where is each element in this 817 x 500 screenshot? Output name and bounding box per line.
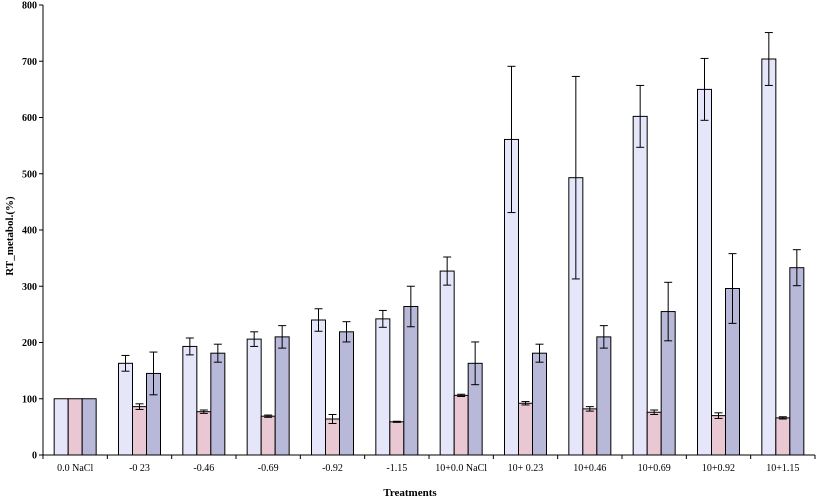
bar bbox=[439, 270, 455, 456]
bar bbox=[325, 418, 340, 456]
bar bbox=[453, 394, 469, 456]
x-tick-label: 10+0.0 NaCl bbox=[435, 463, 487, 474]
bar bbox=[761, 58, 777, 456]
bar bbox=[789, 267, 805, 456]
x-tick-label: -0 23 bbox=[129, 463, 150, 474]
bar bbox=[775, 417, 791, 456]
y-axis-ticks: 0 100 200 300 400 500 600 700 800 bbox=[22, 1, 43, 462]
bar bbox=[632, 115, 648, 456]
x-tick-label: -0.69 bbox=[258, 463, 279, 474]
bar bbox=[697, 88, 712, 456]
bar bbox=[711, 415, 726, 456]
bar bbox=[132, 406, 147, 456]
bar bbox=[339, 331, 354, 456]
bar bbox=[260, 415, 276, 456]
y-axis-label: RT_metabol.(%) bbox=[4, 196, 16, 276]
bar bbox=[81, 398, 97, 456]
y-tick-label: 200 bbox=[22, 338, 37, 349]
bar bbox=[118, 362, 133, 456]
bar bbox=[389, 421, 405, 456]
bar bbox=[67, 398, 83, 456]
x-axis-ticks: 0.0 NaCl -0 23 -0.46 -0.69 -0.92 -1.15 10+0.0 … bbox=[42, 455, 816, 474]
y-tick-label: 600 bbox=[22, 113, 37, 124]
x-tick-label: 10+0.46 bbox=[573, 463, 606, 474]
bar bbox=[311, 319, 326, 456]
x-tick-label: 0.0 NaCl bbox=[57, 463, 93, 474]
error-bars-layer bbox=[121, 32, 801, 424]
bar bbox=[196, 411, 212, 456]
y-tick-label: 300 bbox=[22, 282, 37, 293]
x-tick-label: 10+1.15 bbox=[766, 463, 799, 474]
bar bbox=[532, 352, 547, 456]
y-tick-label: 0 bbox=[32, 451, 37, 462]
bars-layer bbox=[53, 58, 805, 456]
bar bbox=[375, 318, 391, 456]
bar bbox=[274, 336, 290, 456]
x-axis-label: Treatments bbox=[383, 487, 437, 499]
x-tick-label: 10+0.92 bbox=[702, 463, 735, 474]
x-tick-label: -0.46 bbox=[193, 463, 214, 474]
y-tick-label: 700 bbox=[22, 57, 37, 68]
x-tick-label: 10+ 0.23 bbox=[508, 463, 544, 474]
bar bbox=[596, 336, 612, 456]
bar bbox=[246, 338, 262, 456]
bar bbox=[518, 402, 533, 456]
y-tick-label: 100 bbox=[22, 394, 37, 405]
x-tick-label: 10+0.69 bbox=[638, 463, 671, 474]
bar bbox=[646, 411, 662, 456]
bar bbox=[582, 408, 598, 456]
bar bbox=[210, 352, 226, 456]
x-tick-label: -1.15 bbox=[386, 463, 407, 474]
y-tick-label: 400 bbox=[22, 226, 37, 237]
bar bbox=[53, 398, 69, 456]
y-tick-label: 500 bbox=[22, 169, 37, 180]
bar bbox=[403, 306, 419, 456]
y-tick-label: 800 bbox=[22, 1, 37, 12]
bar bbox=[182, 345, 198, 456]
x-tick-label: -0.92 bbox=[322, 463, 343, 474]
